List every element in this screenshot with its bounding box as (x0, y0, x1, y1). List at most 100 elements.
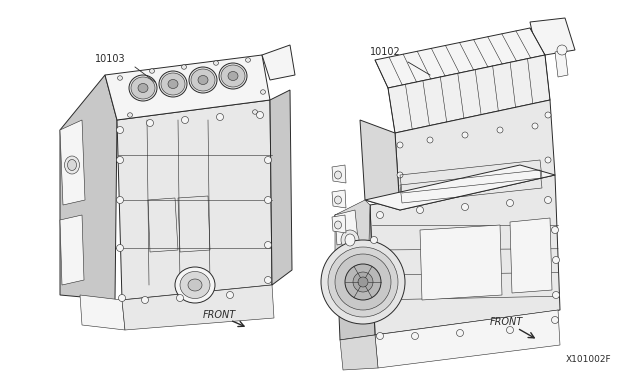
Circle shape (257, 112, 264, 119)
Polygon shape (332, 215, 346, 233)
Circle shape (506, 199, 513, 206)
Circle shape (497, 127, 503, 133)
Circle shape (545, 157, 551, 163)
Ellipse shape (219, 63, 247, 89)
Circle shape (264, 196, 271, 203)
Ellipse shape (221, 65, 245, 87)
Polygon shape (262, 45, 295, 80)
Circle shape (417, 206, 424, 214)
Text: FRONT: FRONT (490, 317, 524, 327)
Ellipse shape (335, 221, 342, 229)
Ellipse shape (159, 71, 187, 97)
Text: 10103: 10103 (95, 54, 125, 64)
Ellipse shape (150, 69, 154, 73)
Circle shape (545, 196, 552, 203)
Circle shape (177, 295, 184, 301)
Ellipse shape (228, 71, 238, 80)
Ellipse shape (127, 113, 132, 117)
Circle shape (427, 137, 433, 143)
Polygon shape (365, 165, 555, 210)
Ellipse shape (138, 83, 148, 93)
Text: X101002F: X101002F (566, 355, 612, 364)
Circle shape (552, 317, 559, 324)
Circle shape (116, 126, 124, 134)
Polygon shape (375, 310, 560, 368)
Polygon shape (395, 100, 555, 210)
Ellipse shape (161, 73, 185, 95)
Ellipse shape (168, 80, 178, 89)
Circle shape (371, 307, 378, 314)
Ellipse shape (175, 267, 215, 303)
Circle shape (353, 272, 373, 292)
Circle shape (216, 113, 223, 121)
Ellipse shape (260, 90, 266, 94)
Polygon shape (360, 120, 400, 210)
Circle shape (118, 295, 125, 301)
Circle shape (461, 203, 468, 211)
Circle shape (147, 119, 154, 126)
Circle shape (545, 112, 551, 118)
Circle shape (328, 247, 398, 317)
Polygon shape (375, 28, 545, 88)
Circle shape (116, 244, 124, 251)
Polygon shape (370, 175, 560, 335)
Ellipse shape (198, 76, 208, 84)
Polygon shape (335, 210, 358, 245)
Polygon shape (270, 90, 292, 285)
Circle shape (552, 292, 559, 298)
Polygon shape (332, 165, 346, 183)
Ellipse shape (345, 234, 355, 246)
Circle shape (506, 327, 513, 334)
Polygon shape (335, 200, 370, 285)
Circle shape (182, 116, 189, 124)
Circle shape (552, 227, 559, 234)
Polygon shape (60, 75, 117, 300)
Circle shape (264, 241, 271, 248)
Ellipse shape (253, 110, 257, 114)
Polygon shape (60, 215, 84, 285)
Circle shape (376, 212, 383, 218)
Circle shape (412, 333, 419, 340)
Text: FRONT: FRONT (203, 310, 236, 320)
Ellipse shape (335, 196, 342, 204)
Ellipse shape (191, 69, 215, 91)
Polygon shape (530, 18, 575, 55)
Ellipse shape (131, 77, 155, 99)
Circle shape (116, 157, 124, 164)
Ellipse shape (189, 67, 217, 93)
Circle shape (371, 266, 378, 273)
Circle shape (227, 292, 234, 298)
Ellipse shape (335, 171, 342, 179)
Circle shape (264, 157, 271, 164)
Polygon shape (60, 120, 85, 205)
Ellipse shape (118, 76, 122, 80)
Circle shape (552, 257, 559, 263)
Ellipse shape (188, 279, 202, 291)
Ellipse shape (65, 156, 79, 174)
Circle shape (321, 240, 405, 324)
Circle shape (397, 172, 403, 178)
Polygon shape (340, 335, 378, 370)
Ellipse shape (341, 230, 359, 250)
Ellipse shape (246, 58, 250, 62)
Polygon shape (332, 190, 346, 208)
Polygon shape (335, 250, 358, 285)
Circle shape (345, 264, 381, 300)
Circle shape (557, 45, 567, 55)
Ellipse shape (182, 65, 186, 69)
Circle shape (264, 276, 271, 283)
Polygon shape (335, 205, 375, 340)
Ellipse shape (129, 75, 157, 101)
Ellipse shape (214, 61, 218, 65)
Ellipse shape (180, 272, 210, 298)
Ellipse shape (67, 160, 77, 170)
Polygon shape (420, 225, 502, 300)
Polygon shape (122, 285, 274, 330)
Polygon shape (388, 55, 550, 133)
Circle shape (141, 296, 148, 304)
Circle shape (462, 132, 468, 138)
Polygon shape (510, 218, 552, 293)
Text: 10102: 10102 (370, 47, 401, 57)
Polygon shape (105, 55, 270, 120)
Circle shape (358, 277, 368, 287)
